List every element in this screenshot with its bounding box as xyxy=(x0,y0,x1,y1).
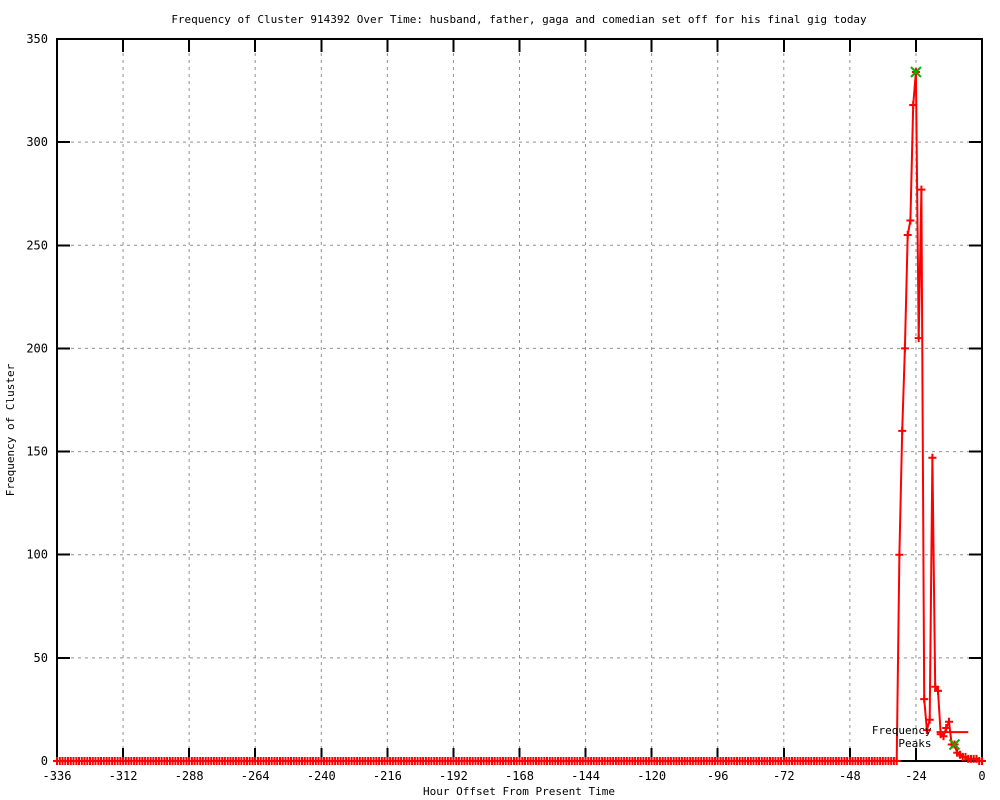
axis-layer: -336 -312 -288 -264 -240 -216 -192 -168 -144 -120… xyxy=(26,32,985,783)
y-tick-label: 0 xyxy=(41,754,48,768)
x-tick-label: -312 xyxy=(109,769,138,783)
x-axis-title: Hour Offset From Present Time xyxy=(423,785,615,798)
y-tick-label: 250 xyxy=(26,238,48,252)
axis-ticks xyxy=(56,38,983,762)
x-tick-label: -48 xyxy=(839,769,861,783)
x-tick-label: -72 xyxy=(773,769,795,783)
x-tick-label: -264 xyxy=(241,769,270,783)
y-tick-label: 200 xyxy=(26,341,48,355)
annotation-frequency-peaks-line2: Peaks xyxy=(898,737,931,750)
y-tick-label: 100 xyxy=(26,548,48,562)
plot-border xyxy=(56,38,983,762)
frequency-series-point-markers xyxy=(53,68,986,765)
y-tick-label: 300 xyxy=(26,135,48,149)
y-axis-title: Frequency of Cluster xyxy=(4,363,17,496)
series-layer xyxy=(53,66,986,765)
label-layer: Frequency of Cluster 914392 Over Time: h… xyxy=(4,13,932,798)
y-tick-label: 350 xyxy=(26,32,48,46)
chart-title: Frequency of Cluster 914392 Over Time: h… xyxy=(171,13,867,26)
x-tick-label: -120 xyxy=(637,769,666,783)
annotation-frequency-peaks-line1: Frequency xyxy=(872,724,932,737)
x-tick-label: -24 xyxy=(905,769,927,783)
x-tick-label: -192 xyxy=(439,769,468,783)
grid-lines xyxy=(56,38,983,762)
x-tick-label: 0 xyxy=(978,769,985,783)
x-tick-label: -336 xyxy=(43,769,72,783)
x-tick-label: -144 xyxy=(571,769,600,783)
grid-layer xyxy=(56,38,983,762)
x-tick-label: -240 xyxy=(307,769,336,783)
y-tick-label: 150 xyxy=(26,445,48,459)
x-tick-label: -168 xyxy=(505,769,534,783)
frequency-peaks-x-markers xyxy=(910,66,961,751)
x-tick-label: -96 xyxy=(707,769,729,783)
y-tick-label: 50 xyxy=(34,651,48,665)
x-tick-label: -288 xyxy=(175,769,204,783)
x-tick-label: -216 xyxy=(373,769,402,783)
